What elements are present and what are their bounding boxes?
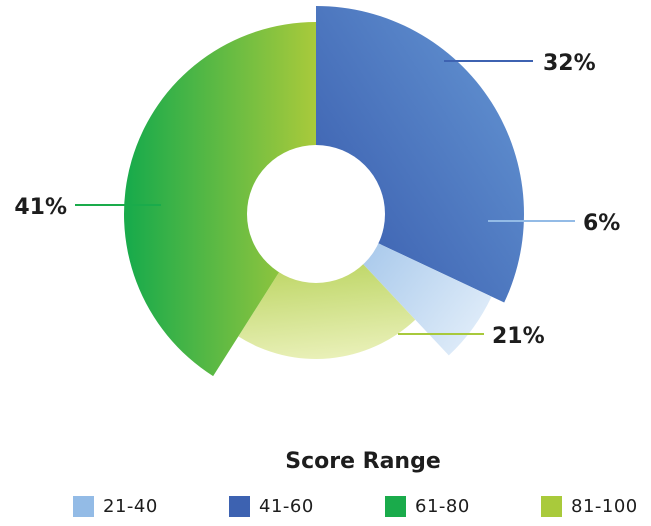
pie-slice-61-80 bbox=[124, 22, 316, 377]
donut-hole bbox=[247, 145, 385, 283]
slice-label-41-60: 32% bbox=[543, 51, 596, 76]
legend-item-21-40: 21-40 bbox=[73, 492, 158, 520]
pie-slices bbox=[124, 6, 525, 377]
legend-label-41-60: 41-60 bbox=[259, 495, 314, 517]
pie-slice-21-40 bbox=[361, 242, 492, 356]
slice-label-81-100: 21% bbox=[492, 324, 545, 349]
score-range-pie-chart: 32% 6% 21% 41% bbox=[14, 6, 620, 377]
legend-label-61-80: 61-80 bbox=[415, 495, 470, 517]
legend-swatch-61-80 bbox=[385, 495, 406, 517]
legend-item-81-100: 81-100 bbox=[541, 492, 638, 520]
legend-label-21-40: 21-40 bbox=[103, 495, 158, 517]
legend-swatch-41-60 bbox=[229, 495, 250, 517]
slice-label-21-40: 6% bbox=[583, 211, 620, 236]
slice-label-61-80: 41% bbox=[14, 195, 67, 220]
legend-item-41-60: 41-60 bbox=[229, 492, 314, 520]
legend-title: Score Range bbox=[285, 449, 441, 474]
slice-labels: 32% 6% 21% 41% bbox=[14, 51, 620, 349]
pie-slice-81-100 bbox=[238, 262, 416, 359]
legend-label-81-100: 81-100 bbox=[571, 495, 638, 517]
pie-slice-41-60 bbox=[316, 6, 525, 303]
legend-swatch-21-40 bbox=[73, 495, 94, 517]
legend: 21-40 41-60 61-80 81-100 bbox=[0, 492, 651, 520]
legend-swatch-81-100 bbox=[541, 495, 562, 517]
legend-item-61-80: 61-80 bbox=[385, 492, 470, 520]
